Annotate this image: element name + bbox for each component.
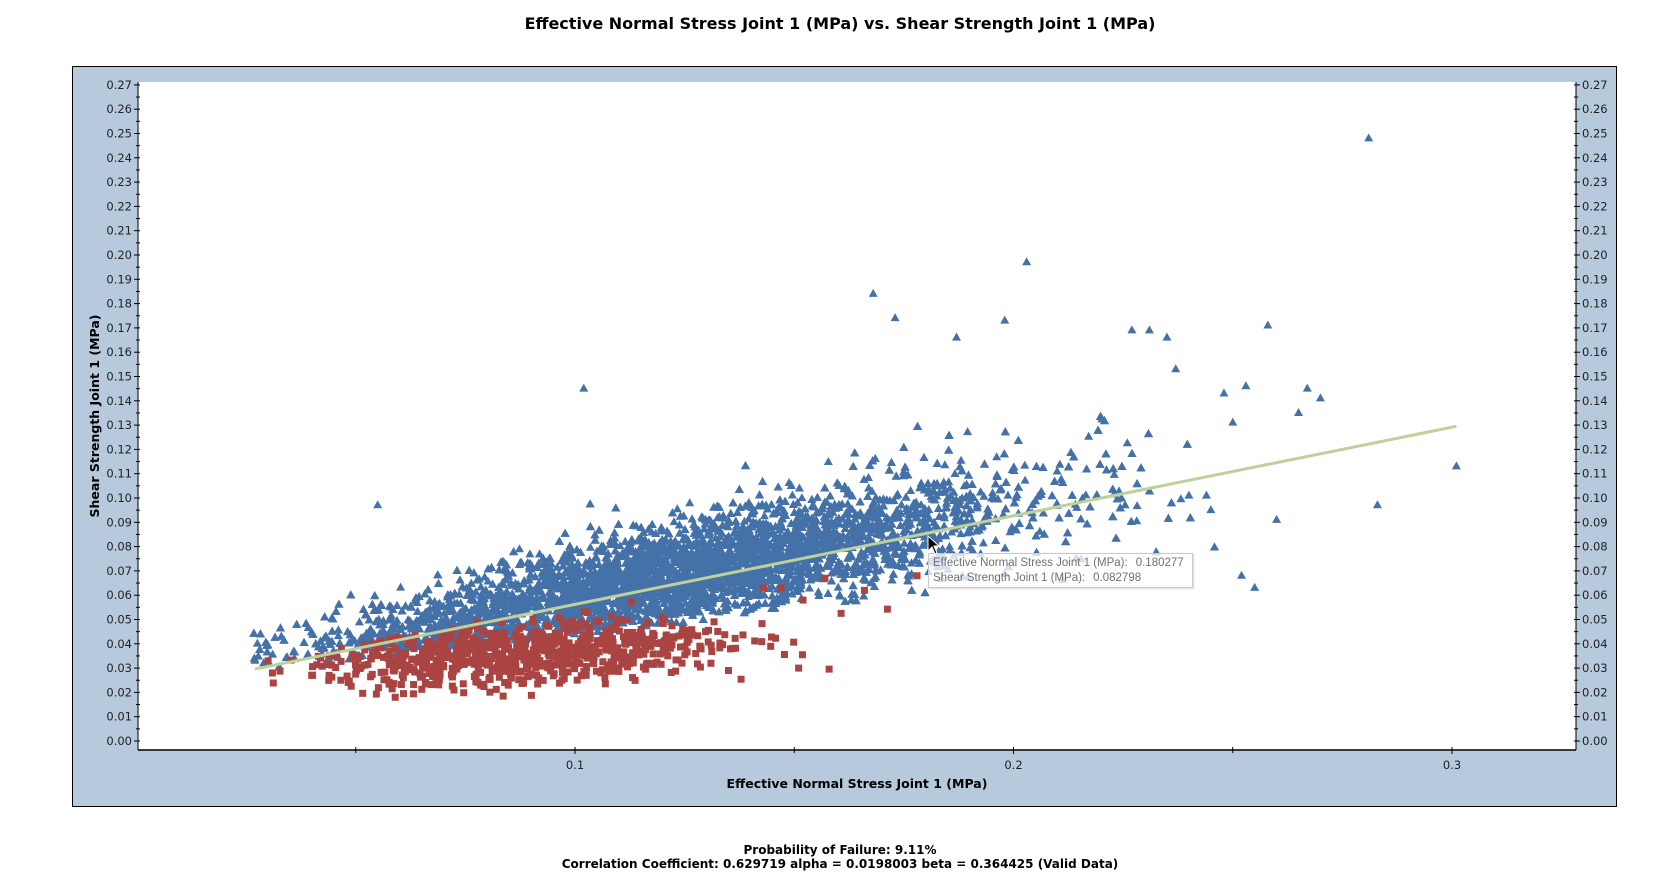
svg-text:0.06: 0.06 xyxy=(106,588,132,602)
svg-text:0.05: 0.05 xyxy=(106,613,132,627)
correlation-stats: Correlation Coefficient: 0.629719 alpha … xyxy=(561,857,1119,871)
svg-text:0.25: 0.25 xyxy=(106,127,132,141)
svg-text:0.10: 0.10 xyxy=(1582,491,1608,505)
tooltip-y-value: 0.082798 xyxy=(1093,572,1142,584)
x-axis-title: Effective Normal Stress Joint 1 (MPa) xyxy=(727,776,988,791)
regression-line xyxy=(254,424,1457,671)
svg-text:0.12: 0.12 xyxy=(106,442,132,456)
svg-text:0.08: 0.08 xyxy=(106,540,132,554)
svg-text:0.26: 0.26 xyxy=(1582,102,1608,116)
svg-text:0.06: 0.06 xyxy=(1582,588,1608,602)
mouse-pointer-icon xyxy=(927,535,941,555)
svg-text:0.13: 0.13 xyxy=(1582,418,1608,432)
svg-text:0.27: 0.27 xyxy=(1582,78,1608,92)
svg-text:0.15: 0.15 xyxy=(1582,370,1608,384)
svg-text:0.07: 0.07 xyxy=(106,564,132,578)
svg-text:0.08: 0.08 xyxy=(1582,540,1608,554)
svg-text:0.01: 0.01 xyxy=(106,710,132,724)
svg-text:0.2: 0.2 xyxy=(1004,758,1022,772)
svg-text:0.16: 0.16 xyxy=(106,345,132,359)
svg-text:0.24: 0.24 xyxy=(1582,151,1608,165)
svg-text:0.23: 0.23 xyxy=(106,175,132,189)
svg-text:0.16: 0.16 xyxy=(1582,345,1608,359)
svg-text:0.20: 0.20 xyxy=(106,248,132,262)
svg-text:0.15: 0.15 xyxy=(106,370,132,384)
tooltip-x-row: Effective Normal Stress Joint 1 (MPa): 0.… xyxy=(933,556,1188,571)
svg-text:0.3: 0.3 xyxy=(1443,758,1461,772)
svg-text:0.1: 0.1 xyxy=(566,758,584,772)
svg-text:0.02: 0.02 xyxy=(1582,685,1608,699)
tooltip-y-label: Shear Strength Joint 1 (MPa): xyxy=(933,572,1086,584)
svg-text:0.18: 0.18 xyxy=(106,297,132,311)
svg-text:0.25: 0.25 xyxy=(1582,127,1608,141)
svg-text:0.26: 0.26 xyxy=(106,102,132,116)
svg-text:0.22: 0.22 xyxy=(106,199,132,213)
tooltip-y-row: Shear Strength Joint 1 (MPa): 0.082798 xyxy=(933,571,1188,586)
svg-text:0.03: 0.03 xyxy=(106,661,132,675)
svg-text:0.11: 0.11 xyxy=(106,467,132,481)
y-axis-title: Shear Strength Joint 1 (MPa) xyxy=(87,315,102,518)
svg-text:0.19: 0.19 xyxy=(1582,272,1608,286)
tooltip-x-value: 0.180277 xyxy=(1135,557,1184,569)
svg-text:0.03: 0.03 xyxy=(1582,661,1608,675)
svg-text:0.07: 0.07 xyxy=(1582,564,1608,578)
svg-text:0.22: 0.22 xyxy=(1582,199,1608,213)
svg-text:0.00: 0.00 xyxy=(1582,734,1608,748)
svg-text:0.17: 0.17 xyxy=(1582,321,1608,335)
svg-text:0.12: 0.12 xyxy=(1582,442,1608,456)
svg-text:0.23: 0.23 xyxy=(1582,175,1608,189)
svg-text:0.02: 0.02 xyxy=(106,685,132,699)
svg-text:0.00: 0.00 xyxy=(106,734,132,748)
svg-text:0.10: 0.10 xyxy=(106,491,132,505)
svg-text:0.04: 0.04 xyxy=(106,637,132,651)
svg-text:0.09: 0.09 xyxy=(106,515,132,529)
probability-of-failure: Probability of Failure: 9.11% xyxy=(743,843,937,857)
svg-text:0.14: 0.14 xyxy=(1582,394,1608,408)
axes: 0.00 0.00 0.01 0.01 0.02 0.02 0.03 0.03 0.04 0.04… xyxy=(106,78,1607,772)
svg-text:0.14: 0.14 xyxy=(106,394,132,408)
svg-text:0.21: 0.21 xyxy=(106,224,132,238)
svg-text:0.05: 0.05 xyxy=(1582,613,1608,627)
svg-text:0.21: 0.21 xyxy=(1582,224,1608,238)
svg-text:0.20: 0.20 xyxy=(1582,248,1608,262)
svg-text:0.24: 0.24 xyxy=(106,151,132,165)
svg-text:0.11: 0.11 xyxy=(1582,467,1608,481)
svg-text:0.19: 0.19 xyxy=(106,272,132,286)
svg-text:0.04: 0.04 xyxy=(1582,637,1608,651)
svg-text:0.27: 0.27 xyxy=(106,78,132,92)
svg-text:0.09: 0.09 xyxy=(1582,515,1608,529)
svg-text:0.13: 0.13 xyxy=(106,418,132,432)
data-points xyxy=(249,133,1461,701)
svg-text:0.01: 0.01 xyxy=(1582,710,1608,724)
chart-title: Effective Normal Stress Joint 1 (MPa) vs… xyxy=(524,14,1156,33)
svg-text:0.17: 0.17 xyxy=(106,321,132,335)
tooltip-x-label: Effective Normal Stress Joint 1 (MPa): xyxy=(933,557,1128,569)
data-tooltip: Effective Normal Stress Joint 1 (MPa): 0.… xyxy=(928,553,1193,588)
svg-text:0.18: 0.18 xyxy=(1582,297,1608,311)
